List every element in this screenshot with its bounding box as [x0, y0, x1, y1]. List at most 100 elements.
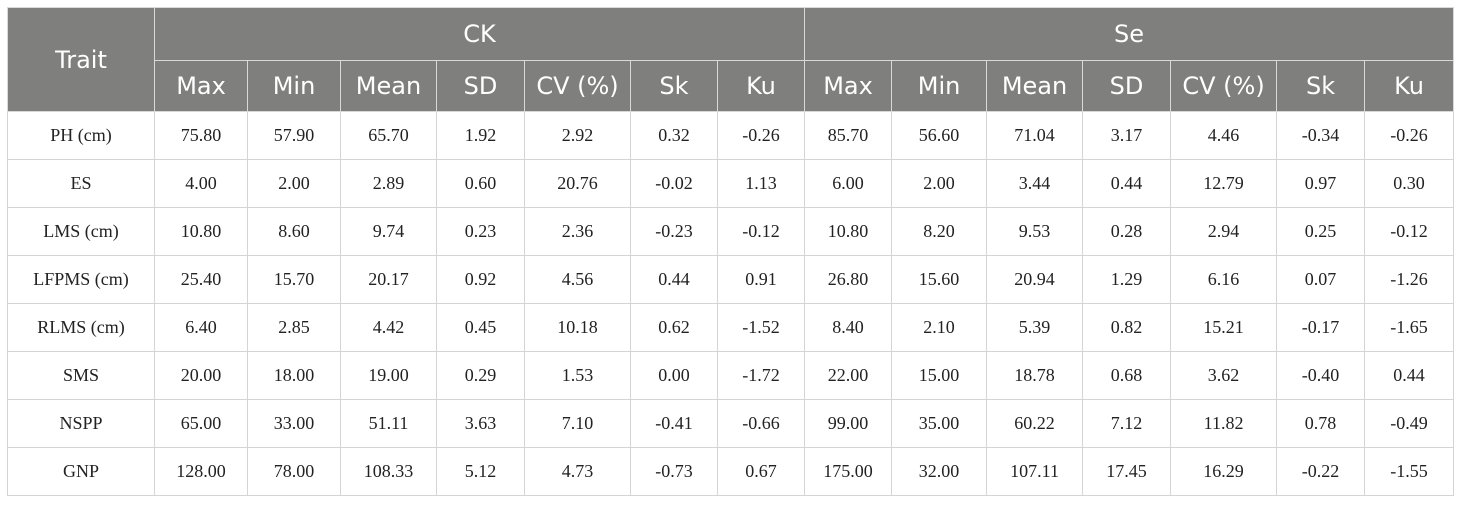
table-row: PH (cm) 75.80 57.90 65.70 1.92 2.92 0.32 -0.26 8… [7, 111, 1455, 160]
value-cell-ck: 4.42 [340, 303, 437, 352]
value-cell-ck: -1.52 [716, 303, 806, 352]
value-cell-se: 5.39 [986, 303, 1084, 352]
value-cell-se: 16.29 [1170, 447, 1278, 496]
value-cell-se: 2.00 [891, 159, 988, 208]
value-cell-ck: 65.70 [340, 111, 437, 160]
value-cell-se: 0.82 [1082, 303, 1172, 352]
value-cell-ck: 4.00 [154, 159, 248, 208]
trait-header: Trait [7, 7, 155, 112]
value-cell-se: 0.30 [1364, 159, 1455, 208]
value-cell-ck: 4.56 [524, 255, 631, 304]
column-header-ck-3: SD [436, 60, 525, 112]
value-cell-se: 20.94 [986, 255, 1084, 304]
value-cell-ck: 7.10 [524, 399, 631, 448]
value-cell-ck: 1.53 [524, 351, 631, 400]
value-cell-ck: 2.92 [524, 111, 631, 160]
value-cell-se: 7.12 [1082, 399, 1172, 448]
value-cell-se: 6.00 [804, 159, 893, 208]
value-cell-ck: 51.11 [340, 399, 437, 448]
table-row: LMS (cm) 10.80 8.60 9.74 0.23 2.36 -0.23 -0.12 1… [7, 207, 1455, 256]
value-cell-ck: -0.23 [630, 207, 718, 256]
value-cell-se: 12.79 [1170, 159, 1278, 208]
trait-cell: LFPMS (cm) [7, 255, 155, 304]
trait-cell: NSPP [7, 399, 155, 448]
value-cell-se: 4.46 [1170, 111, 1278, 160]
group-header-ck: CK [153, 7, 806, 61]
table-row: LFPMS (cm) 25.40 15.70 20.17 0.92 4.56 0.44 0.9… [7, 255, 1455, 304]
value-cell-se: 3.44 [986, 159, 1084, 208]
value-cell-se: -0.17 [1276, 303, 1366, 352]
value-cell-se: 0.07 [1276, 255, 1366, 304]
value-cell-se: 26.80 [804, 255, 893, 304]
value-cell-ck: 1.13 [716, 159, 806, 208]
value-cell-se: 15.60 [891, 255, 988, 304]
value-cell-se: 18.78 [986, 351, 1084, 400]
value-cell-ck: 0.00 [630, 351, 718, 400]
column-header-ck-6: Ku [716, 60, 806, 112]
value-cell-se: 3.17 [1082, 111, 1172, 160]
value-cell-ck: 0.45 [436, 303, 525, 352]
table-row: NSPP 65.00 33.00 51.11 3.63 7.10 -0.41 -0.66 99.… [7, 399, 1455, 448]
value-cell-se: 0.44 [1364, 351, 1455, 400]
value-cell-se: 99.00 [804, 399, 893, 448]
value-cell-ck: 2.00 [247, 159, 341, 208]
value-cell-ck: 20.17 [340, 255, 437, 304]
value-cell-se: 2.10 [891, 303, 988, 352]
value-cell-ck: 19.00 [340, 351, 437, 400]
value-cell-ck: 108.33 [340, 447, 437, 496]
value-cell-ck: 4.73 [524, 447, 631, 496]
value-cell-se: 8.40 [804, 303, 893, 352]
trait-cell: RLMS (cm) [7, 303, 155, 352]
value-cell-ck: 10.80 [154, 207, 248, 256]
trait-cell: PH (cm) [7, 111, 155, 160]
value-cell-ck: 0.92 [436, 255, 525, 304]
value-cell-ck: -0.41 [630, 399, 718, 448]
value-cell-ck: 78.00 [247, 447, 341, 496]
value-cell-se: 3.62 [1170, 351, 1278, 400]
column-header-ck-4: CV (%) [524, 60, 631, 112]
value-cell-se: 0.28 [1082, 207, 1172, 256]
value-cell-se: 0.97 [1276, 159, 1366, 208]
value-cell-se: 175.00 [804, 447, 893, 496]
value-cell-se: 0.44 [1082, 159, 1172, 208]
column-header-se-3: SD [1082, 60, 1172, 112]
value-cell-ck: -0.12 [716, 207, 806, 256]
value-cell-ck: 0.60 [436, 159, 525, 208]
column-header-ck-1: Min [247, 60, 341, 112]
column-header-se-4: CV (%) [1170, 60, 1278, 112]
value-cell-se: 10.80 [804, 207, 893, 256]
value-cell-ck: 0.62 [630, 303, 718, 352]
value-cell-se: 60.22 [986, 399, 1084, 448]
value-cell-ck: 0.29 [436, 351, 525, 400]
group-header-se: Se [804, 7, 1455, 61]
value-cell-se: 107.11 [986, 447, 1084, 496]
value-cell-se: 56.60 [891, 111, 988, 160]
value-cell-ck: 5.12 [436, 447, 525, 496]
value-cell-ck: 10.18 [524, 303, 631, 352]
value-cell-se: 0.78 [1276, 399, 1366, 448]
value-cell-ck: 8.60 [247, 207, 341, 256]
value-cell-ck: 6.40 [154, 303, 248, 352]
value-cell-ck: 15.70 [247, 255, 341, 304]
value-cell-ck: 2.36 [524, 207, 631, 256]
trait-statistics-table: Trait CK Se Max Min Mean SD CV (%) Sk Ku Max Min… [7, 7, 1455, 496]
value-cell-se: 35.00 [891, 399, 988, 448]
value-cell-se: -0.49 [1364, 399, 1455, 448]
value-cell-ck: 2.85 [247, 303, 341, 352]
value-cell-ck: 9.74 [340, 207, 437, 256]
value-cell-se: 6.16 [1170, 255, 1278, 304]
trait-cell: ES [7, 159, 155, 208]
column-header-se-1: Min [891, 60, 988, 112]
value-cell-ck: 20.76 [524, 159, 631, 208]
value-cell-ck: 128.00 [154, 447, 248, 496]
value-cell-ck: -0.73 [630, 447, 718, 496]
value-cell-ck: 0.91 [716, 255, 806, 304]
value-cell-ck: 18.00 [247, 351, 341, 400]
value-cell-ck: 3.63 [436, 399, 525, 448]
value-cell-se: -0.12 [1364, 207, 1455, 256]
value-cell-se: 85.70 [804, 111, 893, 160]
table-row: GNP 128.00 78.00 108.33 5.12 4.73 -0.73 0.67 175… [7, 447, 1455, 496]
table-row: SMS 20.00 18.00 19.00 0.29 1.53 0.00 -1.72 22.00… [7, 351, 1455, 400]
value-cell-se: 15.21 [1170, 303, 1278, 352]
value-cell-se: 0.68 [1082, 351, 1172, 400]
